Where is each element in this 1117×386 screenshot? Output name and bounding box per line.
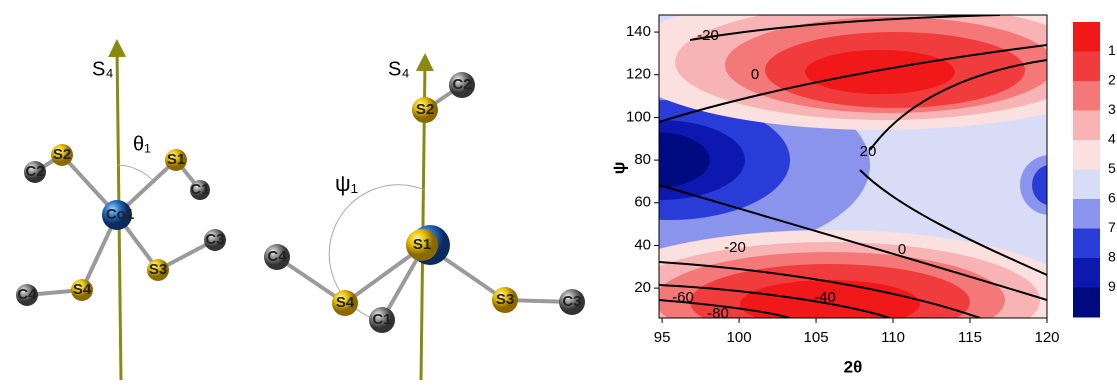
atom-label: S4: [336, 294, 355, 311]
axis-label: S₄: [388, 58, 410, 80]
x-tick-label: 110: [881, 329, 905, 346]
atom-label: S1: [167, 151, 185, 168]
y-tick-label: 40: [634, 236, 651, 253]
atom-label: S3: [149, 261, 167, 278]
atom-label: C1: [190, 181, 209, 198]
contour-label: -20: [724, 239, 746, 256]
y-tick-label: 80: [634, 151, 651, 168]
contour-label: -80: [707, 305, 729, 322]
colorbar-label: 1: [1108, 42, 1116, 58]
colorbar: 1 2 3 4 5 6 7 8 9: [1073, 22, 1116, 318]
angle-label: ψ₁: [335, 171, 358, 196]
colorbar-band: [1073, 288, 1100, 318]
colorbar-label: 2: [1108, 72, 1116, 88]
atom-label: C4: [17, 286, 37, 303]
colorbar-band: [1073, 229, 1100, 259]
colorbar-label: 5: [1108, 160, 1116, 176]
atom-label: S2: [416, 101, 434, 118]
y-axis-label: ψ: [609, 162, 628, 175]
x-axis-label: 2θ: [844, 357, 863, 376]
atom-label: C4: [267, 248, 287, 265]
atom-label: C3: [205, 231, 224, 248]
x-tick-label: 105: [804, 329, 829, 346]
atom-label: C1: [372, 311, 391, 328]
molecule-left: S₄ θ₁ S2 C2 S1 C1 Co1 S4 C4 S3 C3: [16, 48, 226, 380]
colorbar-label: 6: [1108, 190, 1116, 206]
x-tick-label: 100: [727, 329, 752, 346]
y-tick-label: 20: [634, 279, 651, 296]
atom-label: C2: [25, 163, 44, 180]
contour-label: -20: [697, 27, 719, 44]
colorbar-band: [1073, 52, 1100, 82]
atom-label: S1: [413, 236, 431, 253]
contour-label: 20: [860, 143, 877, 160]
atom-label: S2: [53, 146, 71, 163]
y-tick-label: 120: [626, 66, 651, 83]
atom-label: Co1: [106, 206, 134, 223]
atom-label: C3: [562, 293, 581, 310]
colorbar-band: [1073, 111, 1100, 141]
y-tick-label: 100: [626, 108, 651, 125]
colorbar-label: 8: [1108, 249, 1116, 265]
colorbar-band: [1073, 22, 1100, 52]
atom-label: S3: [496, 291, 514, 308]
contour-label: -60: [672, 289, 694, 306]
colorbar-label: 9: [1108, 278, 1116, 294]
colorbar-band: [1073, 170, 1100, 200]
contour-label: 0: [898, 241, 906, 258]
contour-label: -40: [814, 289, 836, 306]
colorbar-band: [1073, 140, 1100, 170]
colorbar-band: [1073, 81, 1100, 111]
colorbar-label: 7: [1108, 219, 1116, 235]
x-tick-label: 95: [654, 329, 671, 346]
y-tick-label: 140: [626, 23, 651, 40]
molecule-right: S₄ ψ₁ S2 C2 C4 S4 C1 S1 S3 C3: [264, 58, 585, 380]
angle-label: θ₁: [133, 133, 151, 155]
contour-fill: [510, 0, 1117, 370]
figure: S₄ θ₁ S2 C2 S1 C1 Co1 S4 C4 S3 C3 S₄ ψ₁ …: [0, 0, 1117, 381]
atom-label: S4: [73, 281, 92, 298]
colorbar-band: [1073, 258, 1100, 288]
axis-label: S₄: [92, 58, 114, 80]
contour-label: 0: [751, 66, 759, 83]
angle-arc: [117, 165, 155, 183]
y-tick-label: 60: [634, 194, 651, 211]
colorbar-label: 4: [1108, 131, 1116, 147]
atom-label: C2: [452, 76, 471, 93]
colorbar-band: [1073, 199, 1100, 229]
x-tick-label: 115: [958, 329, 982, 346]
colorbar-label: 3: [1108, 101, 1116, 117]
x-tick-label: 120: [1034, 329, 1059, 346]
